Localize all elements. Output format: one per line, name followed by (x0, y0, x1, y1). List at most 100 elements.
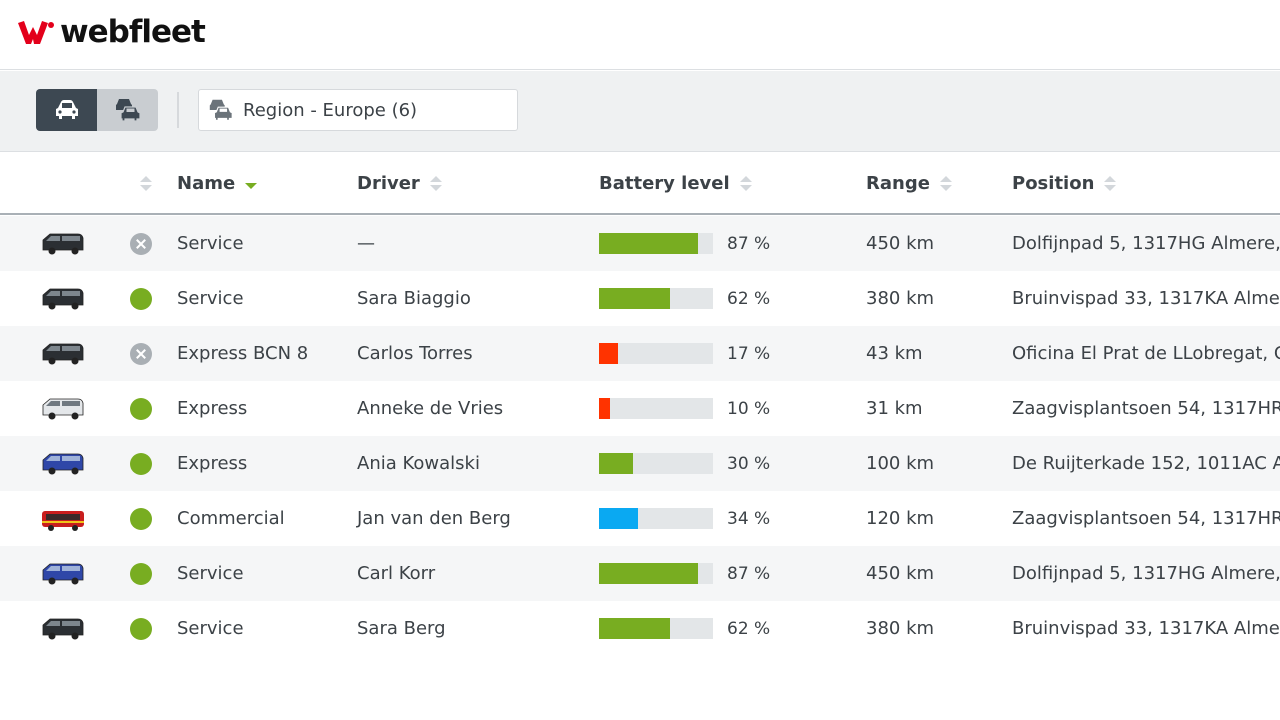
driver-header-label: Driver (357, 172, 420, 194)
table-row[interactable]: Express BCN 8 Carlos Torres 17 % 43 km Ofici… (0, 326, 1280, 381)
table-row[interactable]: Express Anneke de Vries 10 % 31 km Zaagvispl… (0, 381, 1280, 436)
battery-fill (599, 343, 619, 364)
table-row[interactable]: Service Sara Berg 62 % 380 km Bruinvispad 33… (0, 601, 1280, 656)
driver-name: Carl Korr (357, 563, 436, 584)
red-bus-icon (40, 491, 86, 546)
sort-icon (739, 175, 752, 191)
vehicle-name: Commercial (177, 508, 285, 529)
battery-fill (599, 618, 670, 639)
battery-fill (599, 453, 634, 474)
status-online-icon (130, 617, 152, 640)
status-offline-icon (130, 342, 152, 365)
battery-level: 87 % (599, 216, 819, 271)
black-van-icon (40, 326, 86, 381)
battery-level: 10 % (599, 381, 819, 436)
range-value: 120 km (866, 508, 935, 529)
status-online-icon (130, 562, 152, 585)
black-van-icon (40, 271, 86, 326)
single-vehicle-view-button[interactable] (36, 89, 97, 131)
sort-ascending-icon (245, 177, 258, 189)
status-indicator (130, 601, 152, 656)
sort-icon (140, 175, 152, 191)
status-offline-icon (130, 232, 152, 255)
battery-column-header[interactable]: Battery level (599, 153, 752, 213)
white-van-icon (40, 381, 86, 436)
range-value: 380 km (866, 618, 935, 639)
driver-name: Anneke de Vries (357, 398, 504, 419)
position-column-header[interactable]: Position (1012, 153, 1117, 213)
sort-icon (939, 175, 952, 191)
name-header-label: Name (177, 172, 236, 194)
battery-level: 17 % (599, 326, 819, 381)
blue-van-icon (40, 546, 86, 601)
battery-header-label: Battery level (599, 172, 730, 194)
sort-icon (429, 175, 442, 191)
driver-name: Carlos Torres (357, 343, 473, 364)
view-toggle (36, 89, 158, 131)
battery-level: 87 % (599, 546, 819, 601)
position-address: Dolfijnpad 5, 1317HG Almere, N (1012, 233, 1280, 254)
driver-name: — (357, 233, 375, 254)
battery-bar (599, 563, 713, 584)
status-column-header[interactable] (130, 153, 152, 213)
status-indicator (130, 381, 152, 436)
toolbar-divider (177, 92, 179, 128)
vehicle-name: Service (177, 618, 244, 639)
status-indicator (130, 271, 152, 326)
group-vehicle-view-button[interactable] (97, 89, 158, 131)
region-selector[interactable]: Region - Europe (6) (198, 89, 518, 131)
range-value: 100 km (866, 453, 935, 474)
position-header-label: Position (1012, 172, 1095, 194)
table-row[interactable]: Express Ania Kowalski 30 % 100 km De Ruijter… (0, 436, 1280, 491)
vehicle-name: Express (177, 453, 248, 474)
toolbar: Region - Europe (6) (0, 71, 1280, 152)
battery-percent: 87 % (727, 563, 771, 584)
driver-name: Ania Kowalski (357, 453, 480, 474)
range-column-header[interactable]: Range (866, 153, 952, 213)
driver-name: Sara Berg (357, 618, 446, 639)
battery-percent: 17 % (727, 343, 771, 364)
region-label: Region - Europe (6) (243, 99, 418, 121)
status-indicator (130, 546, 152, 601)
position-address: Oficina El Prat de LLobregat, Ca (1012, 343, 1280, 364)
battery-percent: 30 % (727, 453, 771, 474)
range-value: 450 km (866, 233, 935, 254)
battery-fill (599, 398, 611, 419)
status-online-icon (130, 452, 152, 475)
driver-column-header[interactable]: Driver (357, 153, 442, 213)
battery-level: 62 % (599, 271, 819, 326)
status-indicator (130, 326, 152, 381)
range-value: 450 km (866, 563, 935, 584)
status-online-icon (130, 287, 152, 310)
battery-percent: 34 % (727, 508, 771, 529)
status-indicator (130, 491, 152, 546)
table-header: Name Driver Battery level Range Position (0, 153, 1280, 215)
vehicle-name: Express BCN 8 (177, 343, 309, 364)
car-icon (55, 100, 78, 119)
range-value: 380 km (866, 288, 935, 309)
vehicle-name: Express (177, 398, 248, 419)
battery-bar (599, 343, 713, 364)
table-row[interactable]: Service — 87 % 450 km Dolfijnpad 5, 1317HG A… (0, 216, 1280, 271)
battery-bar (599, 233, 713, 254)
brand-name: webfleet (60, 14, 206, 50)
battery-percent: 62 % (727, 618, 771, 639)
table-row[interactable]: Commercial Jan van den Berg 34 % 120 km Zaag… (0, 491, 1280, 546)
position-address: De Ruijterkade 152, 1011AC Am (1012, 453, 1280, 474)
battery-fill (599, 233, 699, 254)
webfleet-logo[interactable]: webfleet (16, 12, 206, 52)
battery-level: 30 % (599, 436, 819, 491)
range-value: 43 km (866, 343, 923, 364)
driver-name: Sara Biaggio (357, 288, 471, 309)
position-address: Bruinvispad 33, 1317KA Almere, (1012, 618, 1280, 639)
position-address: Zaagvisplantsoen 54, 1317HR Al (1012, 398, 1280, 419)
cars-group-icon (115, 99, 141, 122)
battery-bar (599, 453, 713, 474)
name-column-header[interactable]: Name (177, 153, 258, 213)
battery-percent: 10 % (727, 398, 771, 419)
table-row[interactable]: Service Carl Korr 87 % 450 km Dolfijnpad 5, … (0, 546, 1280, 601)
status-indicator (130, 216, 152, 271)
vehicle-name: Service (177, 563, 244, 584)
table-row[interactable]: Service Sara Biaggio 62 % 380 km Bruinvispad… (0, 271, 1280, 326)
battery-percent: 62 % (727, 288, 771, 309)
